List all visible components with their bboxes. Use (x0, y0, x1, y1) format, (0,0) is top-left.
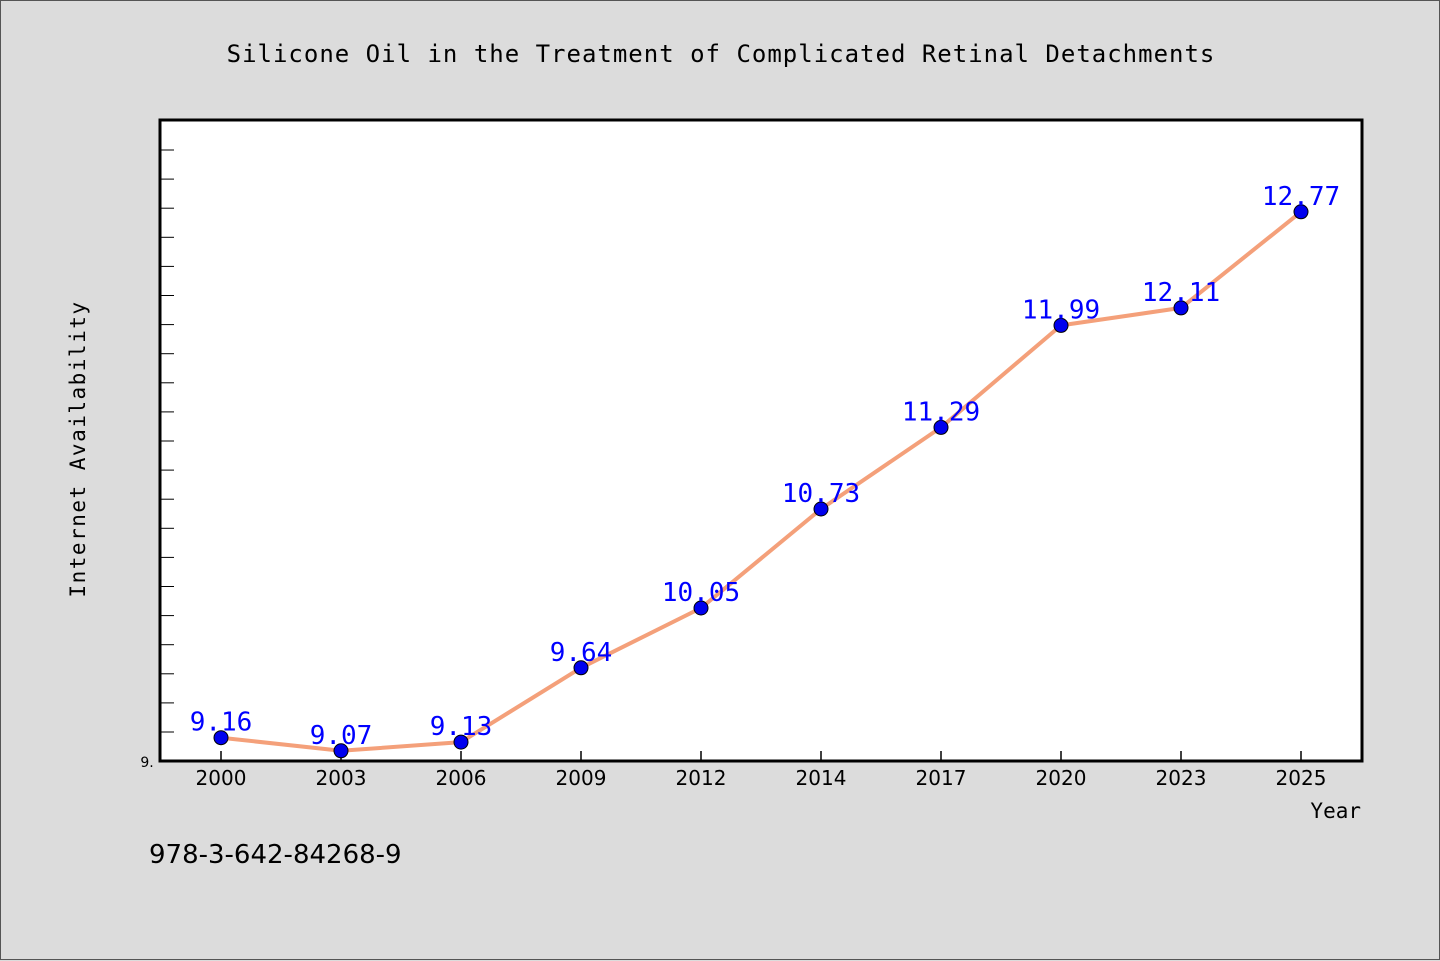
y-axis-label: Internet Availability (66, 300, 90, 597)
data-label: 11.29 (902, 397, 980, 427)
data-point (453, 734, 469, 750)
x-tick-label: 2020 (1036, 766, 1087, 790)
chart-title: Silicone Oil in the Treatment of Complic… (227, 40, 1216, 68)
x-tick-label: 2017 (916, 766, 967, 790)
x-tick-label: 2012 (676, 766, 727, 790)
data-point (1293, 204, 1309, 220)
data-point (813, 501, 829, 517)
series-line (220, 210, 1303, 753)
data-label: 10.73 (782, 479, 860, 509)
data-point (333, 743, 349, 759)
x-tick-label: 2023 (1156, 766, 1207, 790)
data-label: 12.77 (1262, 182, 1340, 212)
data-label: 10.05 (662, 578, 740, 608)
y-tick-label: 9. (140, 755, 153, 771)
data-label: 9.16 (190, 708, 253, 738)
x-tick-label: 2006 (436, 766, 487, 790)
x-axis-label: Year (1310, 799, 1361, 823)
footer-text: 978-3-642-84268-9 (149, 840, 402, 870)
data-label: 11.99 (1022, 295, 1100, 325)
x-tick-label: 2000 (196, 766, 247, 790)
x-tick-label: 2025 (1276, 766, 1327, 790)
data-point (1173, 300, 1189, 316)
data-label: 9.64 (550, 638, 613, 668)
data-markers (213, 204, 1309, 759)
data-label: 9.13 (430, 712, 493, 742)
x-tick-label: 2014 (796, 766, 847, 790)
data-labels: 9.16 9.07 9.13 9.64 10.05 10.73 11.29 11.99 12.1… (190, 182, 1340, 751)
data-point (933, 419, 949, 435)
x-axis-ticks: 2000 2003 2006 2009 2012 2014 2017 2020 2023 2025 (196, 751, 1327, 790)
data-label: 9.07 (310, 721, 373, 751)
data-label: 12.11 (1142, 278, 1220, 308)
data-point (693, 600, 709, 616)
x-tick-label: 2009 (556, 766, 607, 790)
data-point (213, 730, 229, 746)
plot-area (158, 118, 1364, 763)
data-point (1053, 317, 1069, 333)
series-line-group (220, 210, 1303, 753)
y-axis-minor-ticks (160, 149, 174, 733)
data-point (573, 660, 589, 676)
x-tick-label: 2003 (316, 766, 367, 790)
